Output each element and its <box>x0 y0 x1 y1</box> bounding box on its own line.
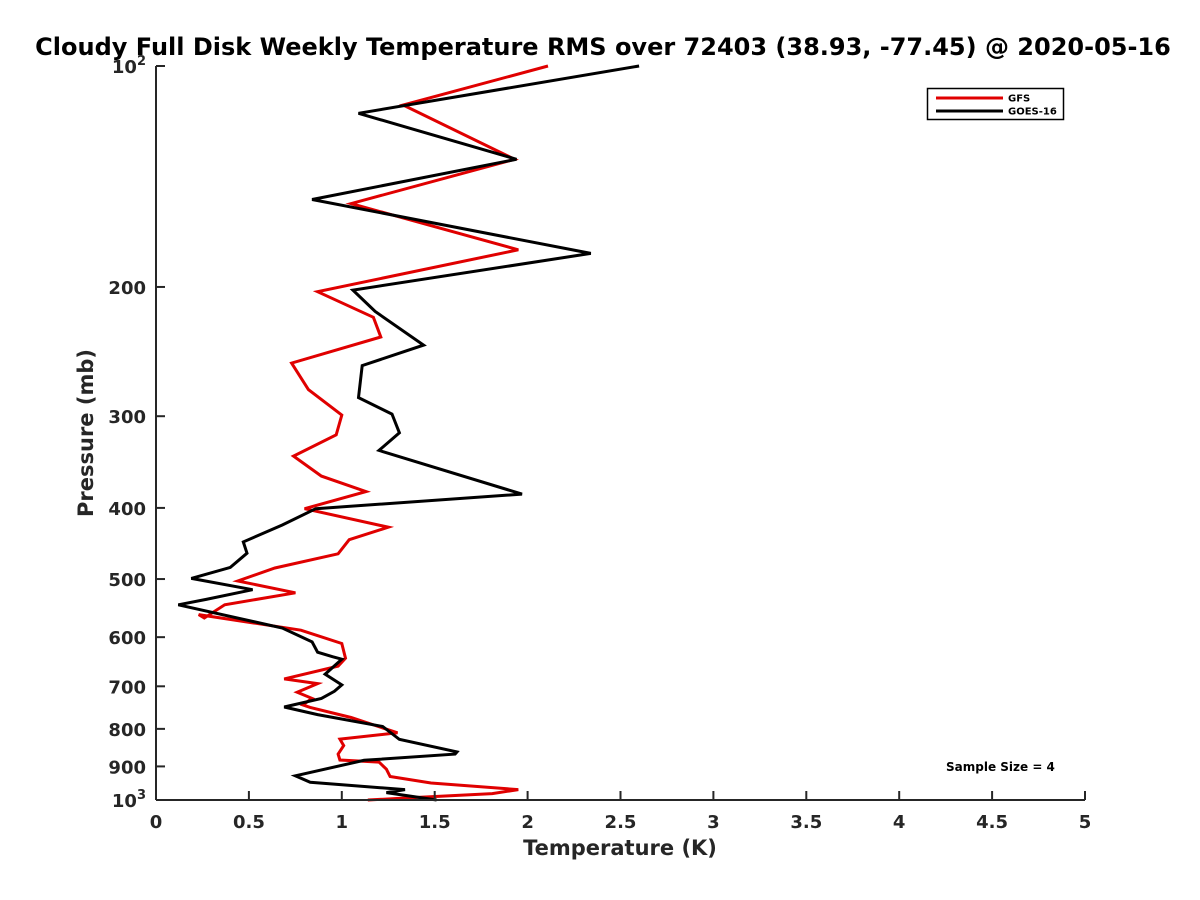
y-tick-label: 400 <box>108 499 146 520</box>
y-tick-label: 200 <box>108 278 146 299</box>
x-tick-label: 3.5 <box>790 812 822 833</box>
x-tick-label: 1.5 <box>419 812 451 833</box>
x-tick-label: 5 <box>1079 812 1092 833</box>
x-tick-label: 3 <box>707 812 720 833</box>
y-tick-label: 102 <box>112 54 146 78</box>
y-tick-label: 300 <box>108 407 146 428</box>
y-tick-group: 102 200 300 400 500 600 700 800 900 103 <box>108 54 165 812</box>
x-tick-label: 4 <box>893 812 906 833</box>
x-tick-label: 4.5 <box>976 812 1008 833</box>
x-tick-label: 0 <box>150 812 163 833</box>
y-tick-label: 700 <box>108 677 146 698</box>
series-line-goes-16 <box>177 64 640 802</box>
y-tick-label: 103 <box>112 788 146 812</box>
legend: GFS GOES-16 <box>926 87 1065 121</box>
y-tick-label: 500 <box>108 570 146 591</box>
sample-size-annotation: Sample Size = 4 <box>946 760 1055 774</box>
axes-group <box>155 66 1085 801</box>
y-tick-label: 900 <box>108 757 146 778</box>
series-line-gfs <box>197 64 549 802</box>
y-tick-label: 600 <box>108 628 146 649</box>
y-axis-label: Pressure (mb) <box>74 349 98 517</box>
x-axis-label: Temperature (K) <box>523 836 717 860</box>
x-tick-group: 0 0.5 1 1.5 2 2.5 3 3.5 4 4.5 5 <box>150 791 1092 833</box>
legend-label: GFS <box>1008 94 1030 105</box>
legend-label: GOES-16 <box>1008 107 1057 118</box>
chart-title: Cloudy Full Disk Weekly Temperature RMS … <box>35 33 1171 61</box>
x-tick-label: 2 <box>521 812 534 833</box>
x-tick-label: 1 <box>336 812 349 833</box>
x-tick-label: 2.5 <box>605 812 637 833</box>
x-tick-label: 0.5 <box>233 812 265 833</box>
series-group <box>177 64 640 802</box>
y-tick-label: 800 <box>108 720 146 741</box>
legend-box <box>926 87 1065 121</box>
